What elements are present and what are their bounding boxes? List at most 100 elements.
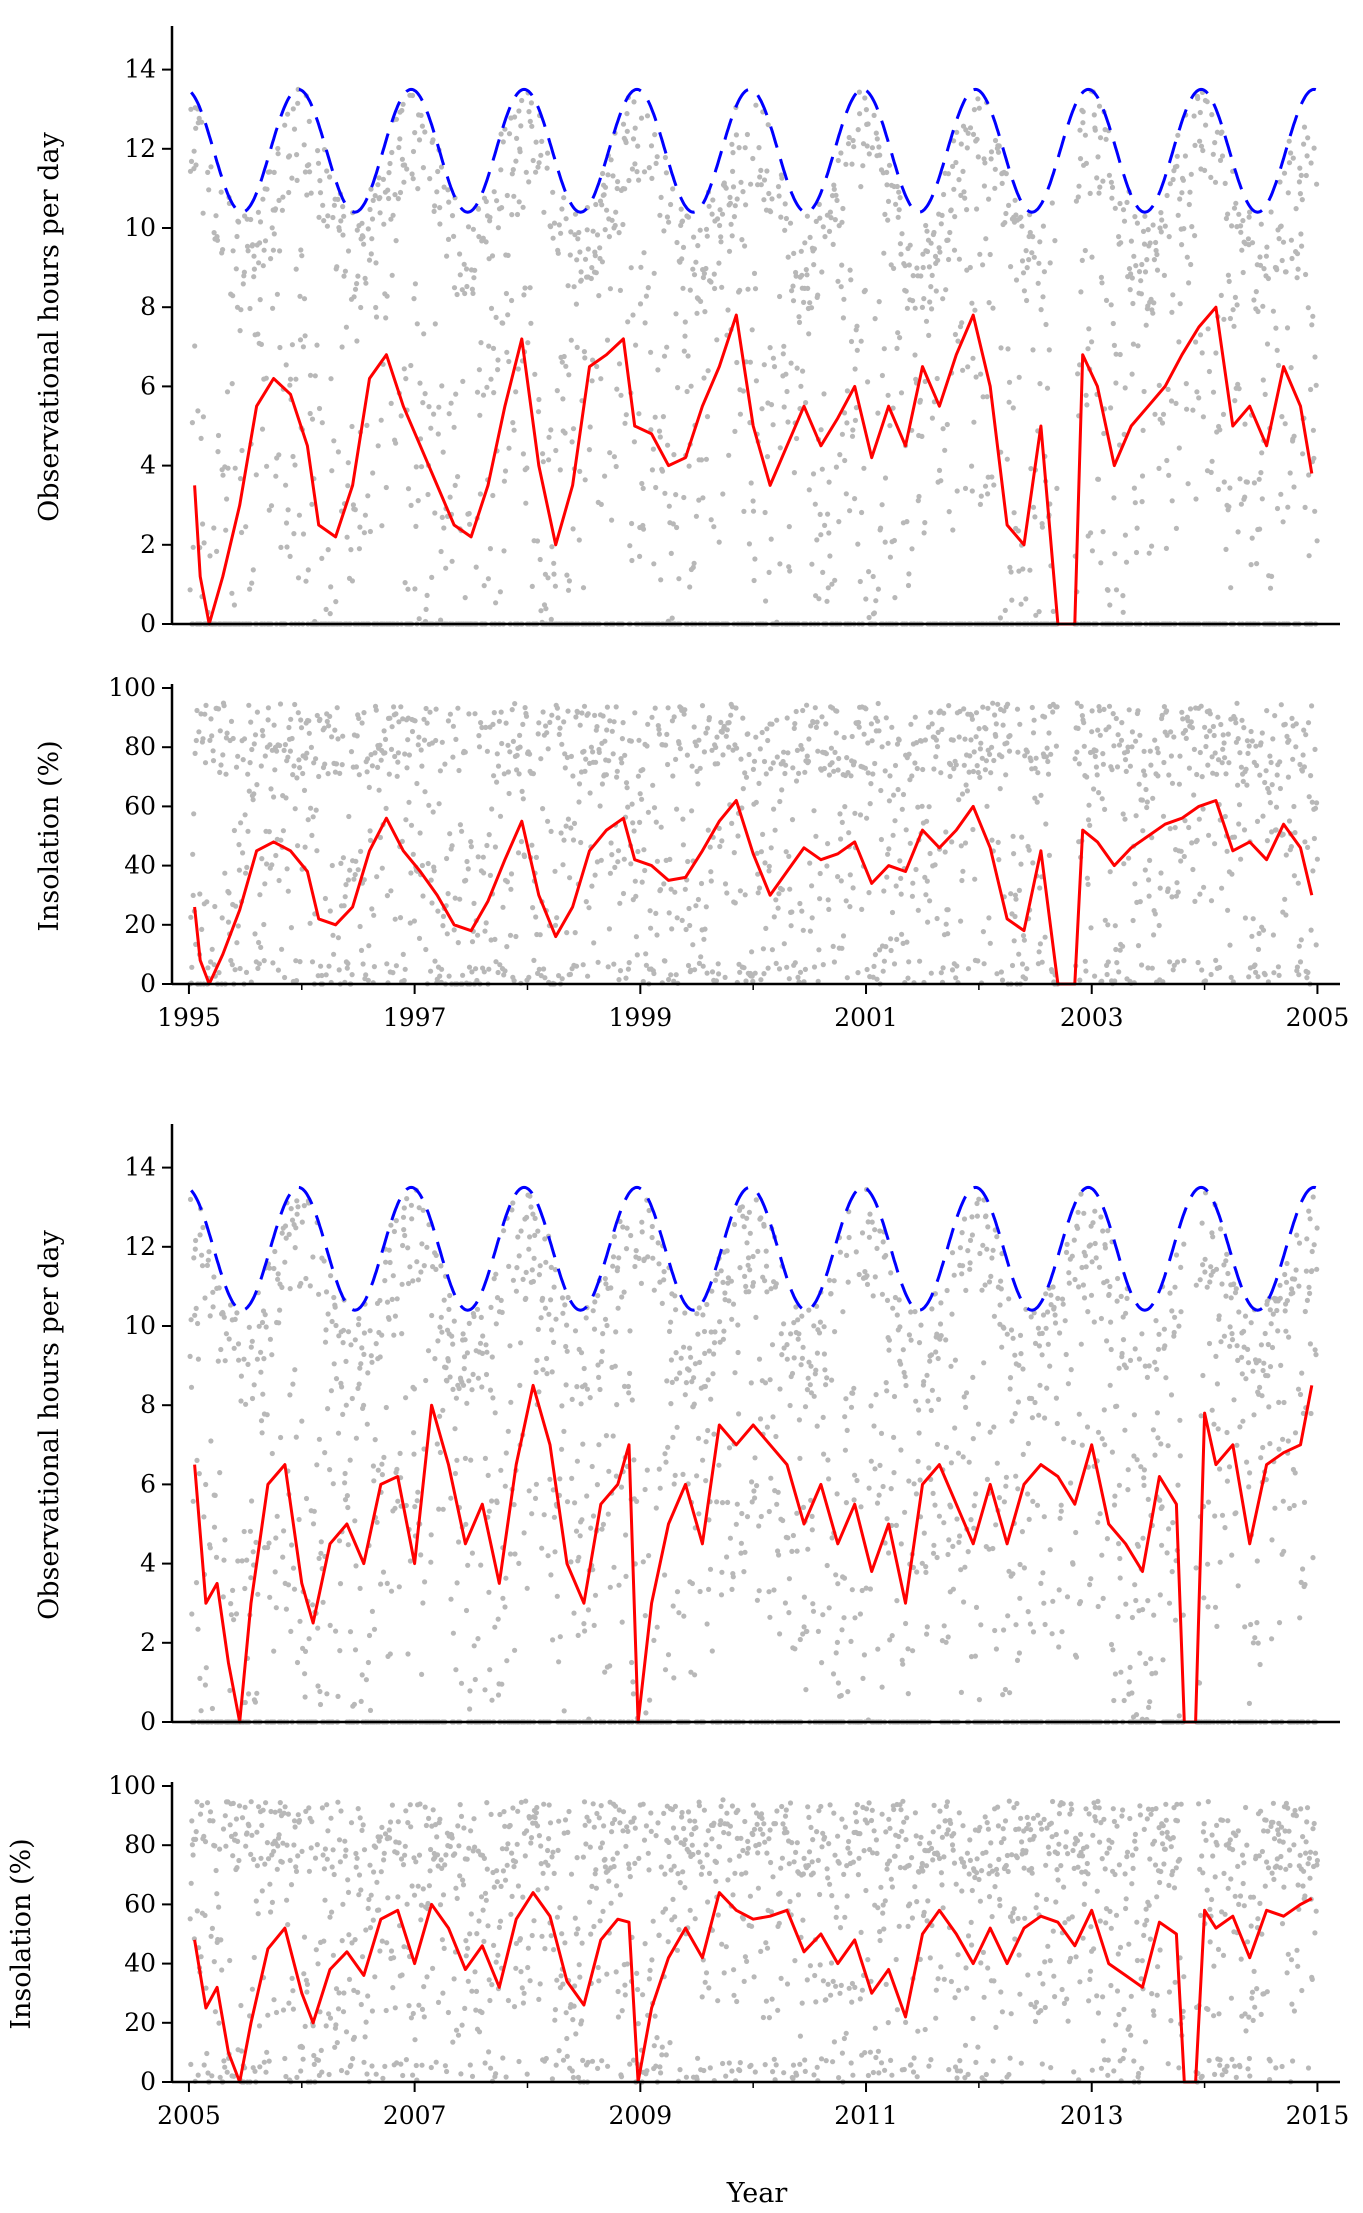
- daily-point: [431, 868, 437, 874]
- daily-point: [345, 960, 351, 967]
- daily-point: [971, 419, 977, 425]
- daily-point: [1258, 470, 1264, 476]
- daily-point: [614, 185, 620, 192]
- daily-point: [384, 1299, 391, 1305]
- daily-point: [383, 805, 389, 812]
- daily-point: [373, 304, 379, 311]
- daily-point: [1045, 758, 1051, 765]
- daily-point: [332, 727, 338, 733]
- daily-point: [1273, 804, 1280, 810]
- daily-point: [527, 118, 533, 124]
- daily-point: [1305, 305, 1311, 311]
- daily-point: [851, 144, 857, 150]
- daily-point: [460, 378, 466, 384]
- daily-point: [752, 286, 759, 292]
- daily-point: [613, 463, 619, 470]
- daily-point: [1108, 302, 1114, 308]
- daily-point: [996, 857, 1002, 863]
- daily-point: [650, 446, 657, 452]
- daily-point: [507, 932, 514, 938]
- daily-point: [858, 184, 864, 190]
- daily-point: [1151, 300, 1157, 306]
- daily-point: [377, 1297, 383, 1304]
- daily-point: [224, 496, 230, 502]
- daily-point: [1283, 852, 1289, 858]
- daily-point: [847, 904, 853, 910]
- daily-point: [503, 290, 509, 297]
- daily-point: [1212, 179, 1219, 185]
- daily-point: [1238, 764, 1244, 770]
- daily-point: [273, 473, 279, 479]
- daily-point: [791, 250, 797, 256]
- daily-point: [189, 420, 195, 426]
- daily-point: [414, 321, 420, 327]
- daily-point: [573, 714, 579, 720]
- daily-point: [422, 1579, 428, 1585]
- daily-point: [557, 467, 563, 473]
- daily-point: [813, 593, 819, 599]
- daily-point: [814, 719, 820, 725]
- daily-point: [715, 961, 721, 967]
- daily-point: [325, 547, 331, 553]
- daily-point: [521, 853, 528, 860]
- daily-point: [1181, 958, 1187, 964]
- daily-point: [1188, 261, 1194, 268]
- daily-point: [612, 864, 618, 871]
- daily-point: [1277, 759, 1283, 765]
- daily-point: [410, 148, 417, 155]
- daily-point: [1268, 209, 1274, 215]
- daily-point: [301, 787, 308, 794]
- daily-point: [576, 781, 583, 787]
- daily-point: [188, 1384, 195, 1390]
- daily-point: [392, 753, 398, 760]
- daily-point: [331, 202, 337, 208]
- daily-point: [427, 176, 433, 182]
- daily-point: [1188, 719, 1194, 725]
- daily-point: [782, 201, 788, 207]
- daily-point: [779, 787, 785, 793]
- daily-point: [882, 211, 888, 217]
- daily-point: [489, 1354, 495, 1360]
- daily-point: [784, 964, 790, 970]
- daily-point: [195, 1626, 201, 1632]
- daily-point: [426, 404, 432, 410]
- daily-point: [377, 742, 383, 748]
- daily-point: [1260, 927, 1267, 933]
- daily-point: [411, 1451, 417, 1457]
- daily-point: [958, 192, 964, 198]
- daily-point: [887, 423, 893, 429]
- daily-point: [199, 1252, 205, 1258]
- daily-point: [255, 965, 261, 972]
- daily-point: [928, 709, 934, 715]
- daily-point: [661, 881, 667, 887]
- daily-point: [861, 465, 867, 471]
- daily-point: [1140, 828, 1146, 834]
- daily-point: [725, 307, 731, 313]
- daily-point: [230, 1587, 236, 1593]
- daily-point: [1265, 275, 1271, 282]
- daily-point: [631, 828, 637, 834]
- daily-point: [1094, 772, 1100, 778]
- daily-point: [518, 1340, 524, 1346]
- daily-point: [885, 217, 891, 223]
- daily-point: [852, 366, 858, 372]
- daily-point: [1028, 758, 1034, 764]
- daily-point: [506, 131, 513, 137]
- daily-point: [352, 1518, 358, 1524]
- daily-point: [1102, 917, 1108, 923]
- daily-point: [212, 903, 218, 910]
- daily-point: [479, 1384, 485, 1390]
- daily-point: [355, 273, 361, 279]
- daily-point: [230, 293, 236, 299]
- daily-point: [354, 733, 360, 739]
- daily-point: [420, 400, 426, 406]
- daily-point: [582, 768, 588, 774]
- daily-point: [420, 893, 426, 899]
- daily-point: [1039, 524, 1045, 530]
- daily-point: [630, 312, 636, 318]
- daily-point: [375, 182, 381, 188]
- daily-point: [829, 760, 835, 766]
- daily-point: [284, 544, 290, 550]
- daily-point: [776, 193, 782, 199]
- daily-point: [778, 214, 784, 220]
